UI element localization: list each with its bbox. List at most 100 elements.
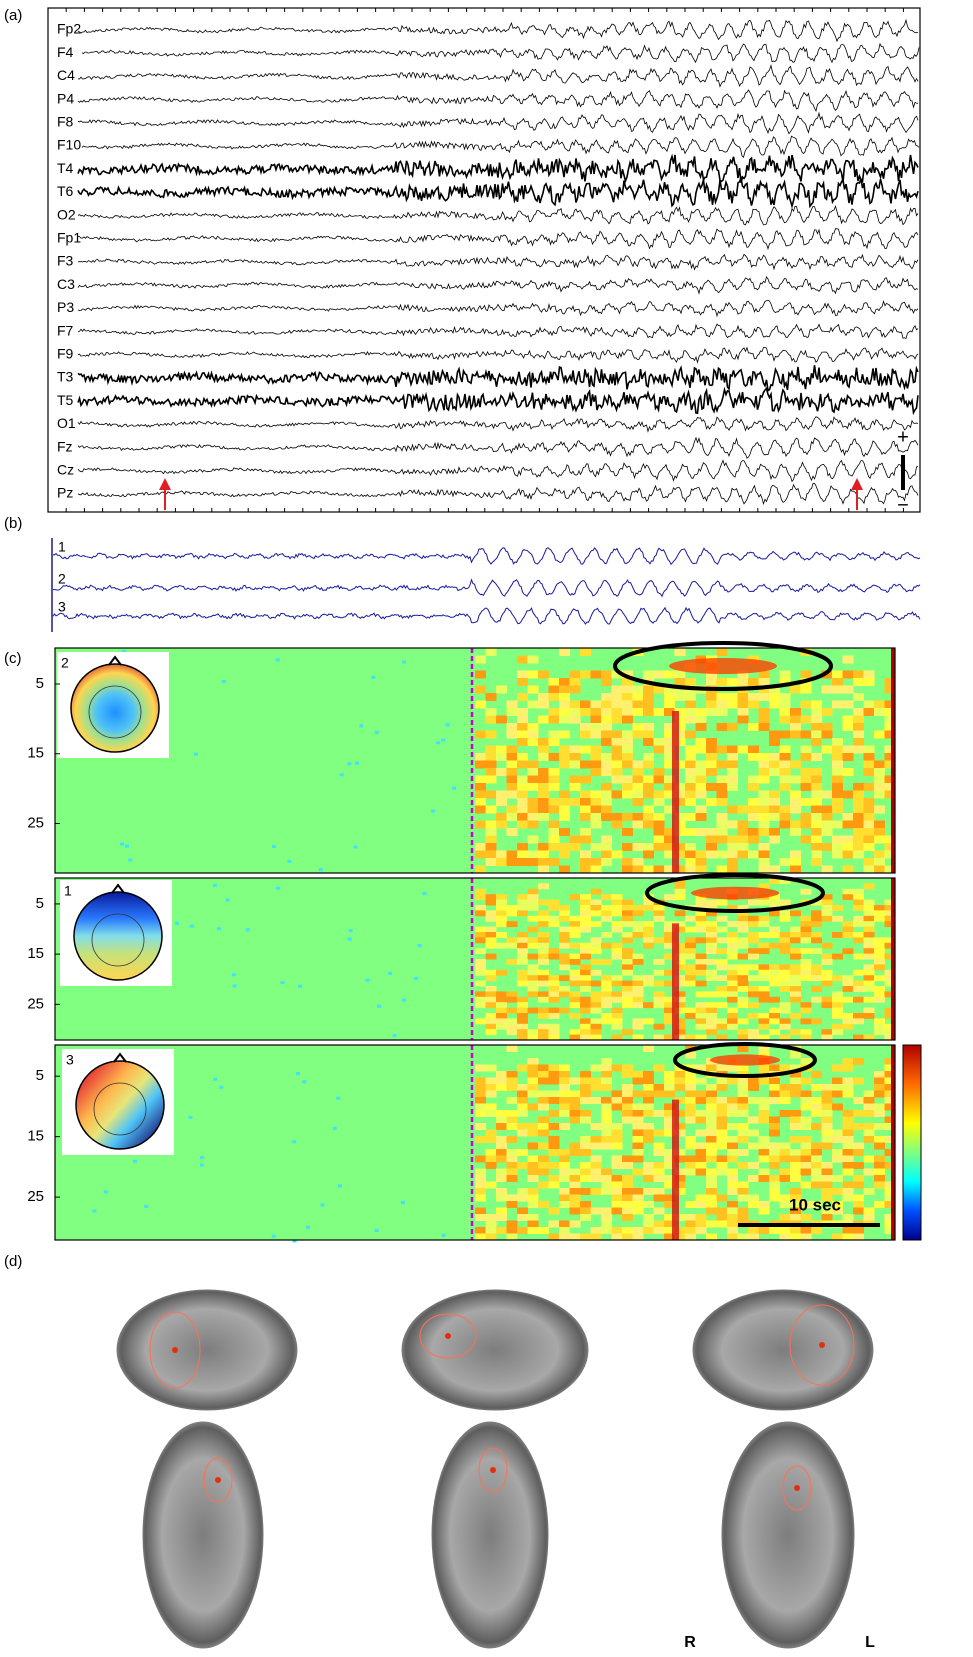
spectral-cell — [884, 1201, 896, 1208]
spectral-cell — [538, 942, 549, 949]
spectral-cell — [559, 1071, 570, 1078]
spectral-cell — [685, 1220, 696, 1228]
spectral-cell — [821, 1129, 833, 1137]
spectral-cell — [695, 1034, 707, 1041]
spectral-cell — [811, 730, 822, 739]
spectral-cell — [685, 1084, 696, 1091]
spectral-cell — [653, 865, 665, 874]
spectral-cell — [643, 921, 654, 928]
spectral-cell — [685, 1168, 696, 1176]
spectral-speck — [401, 998, 406, 1002]
spectral-cell — [611, 1233, 623, 1241]
spectral-cell — [769, 1090, 780, 1098]
spectral-cell — [580, 1214, 591, 1221]
spectral-cell — [496, 858, 507, 866]
spectral-cell — [842, 843, 854, 851]
spectral-cell — [853, 820, 864, 829]
spectral-cell — [811, 798, 822, 806]
spectral-cell — [506, 1155, 518, 1163]
spectral-cell — [611, 1129, 623, 1137]
spectral-cell — [748, 678, 759, 686]
spectral-cell — [737, 1084, 749, 1091]
spectral-cell — [727, 753, 738, 761]
spectral-cell — [517, 1084, 528, 1091]
spectral-speck — [225, 898, 230, 902]
spectral-cell — [863, 899, 875, 906]
spectral-cell — [863, 768, 875, 776]
spectral-cell — [559, 975, 570, 982]
spectral-cell — [527, 1214, 539, 1221]
spectral-cell — [832, 932, 843, 938]
highlight-ellipse — [645, 873, 825, 913]
spectral-cell — [622, 783, 633, 791]
spectral-cell — [779, 745, 791, 754]
spectral-cell — [569, 775, 581, 784]
spectral-cell — [737, 915, 749, 922]
spectral-cell — [842, 1227, 854, 1234]
spectral-cell — [569, 685, 581, 694]
spectral-cell — [737, 969, 749, 976]
spectral-cell — [884, 905, 896, 911]
spectral-cell — [643, 1214, 654, 1221]
spectral-cell — [874, 805, 885, 814]
spectral-cell — [716, 937, 728, 944]
spectral-cell — [475, 1227, 486, 1234]
spectral-cell — [527, 1034, 539, 1041]
y-tick-label: 15 — [27, 1128, 44, 1145]
spectral-cell — [874, 991, 885, 998]
spectral-cell — [790, 1084, 801, 1091]
spectral-cell — [496, 1149, 507, 1156]
spectral-cell — [842, 1123, 854, 1130]
spectral-cell — [884, 723, 896, 731]
spectral-cell — [496, 1071, 507, 1078]
spectral-speck — [377, 1004, 382, 1008]
spectral-cell — [485, 775, 497, 784]
spectral-cell — [779, 820, 791, 829]
spectral-cell — [842, 820, 854, 829]
spectral-cell — [706, 1194, 717, 1202]
spectral-cell — [485, 932, 497, 938]
spectral-cell — [496, 1142, 507, 1150]
spectral-cell — [517, 953, 528, 960]
spectral-cell — [674, 1168, 686, 1176]
map-frame — [54, 647, 896, 874]
spectral-cell — [790, 1155, 801, 1163]
spectral-cell — [580, 813, 591, 821]
spectral-cell — [853, 1233, 864, 1241]
spectral-cell — [653, 1162, 665, 1169]
spectral-cell — [601, 905, 612, 911]
spectral-cell — [559, 964, 570, 971]
y-tick-label: 15 — [27, 945, 44, 962]
spectral-cell — [517, 798, 528, 806]
spectral-cell — [727, 1220, 738, 1228]
spectral-cell — [685, 813, 696, 821]
spectral-cell — [569, 1181, 581, 1189]
spectral-cell — [475, 991, 486, 998]
spectral-cell — [842, 670, 854, 679]
spectral-cell — [475, 700, 486, 709]
spectral-cell — [664, 700, 675, 709]
spectral-cell — [580, 798, 591, 806]
topo-nose — [108, 655, 122, 666]
spectral-cell — [601, 1077, 612, 1085]
spectral-cell — [601, 730, 612, 739]
spectral-cell — [527, 1201, 539, 1208]
spectral-cell — [580, 1097, 591, 1104]
spectral-cell — [506, 783, 518, 791]
spectral-cell — [748, 1227, 759, 1234]
spectral-cell — [559, 828, 570, 836]
spectral-cell — [559, 905, 570, 911]
spectral-cell — [779, 937, 791, 944]
spectral-cell — [622, 738, 633, 746]
spectral-cell — [538, 865, 549, 874]
spectral-cell — [800, 1034, 812, 1041]
spectral-cell — [538, 1181, 549, 1189]
spectral-cell — [559, 1110, 570, 1117]
spectral-cell — [727, 865, 738, 874]
spectral-cell — [748, 1034, 759, 1041]
spectral-cell — [800, 1168, 812, 1176]
spectral-cell — [874, 1155, 885, 1163]
spectral-cell — [611, 1097, 623, 1104]
spectral-cell — [821, 915, 833, 922]
spectral-cell — [695, 1018, 707, 1025]
